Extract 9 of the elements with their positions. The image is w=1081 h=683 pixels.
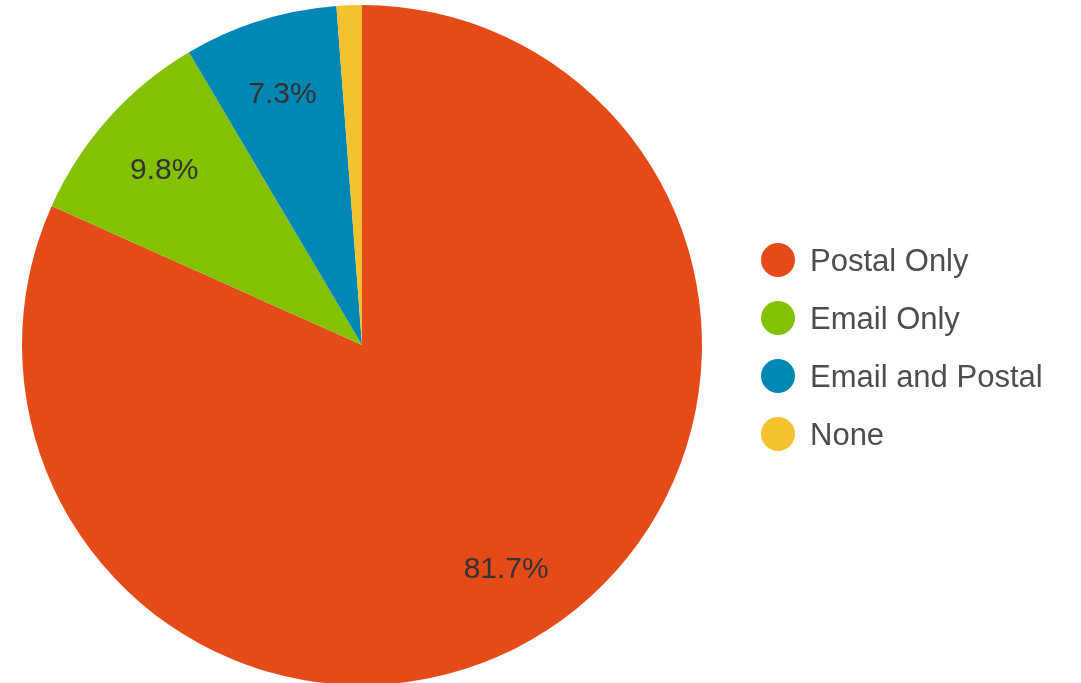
legend-label: Email and Postal bbox=[810, 358, 1043, 394]
pie-slice bbox=[22, 5, 702, 683]
data-label: 9.8% bbox=[129, 151, 199, 185]
data-label: 7.3% bbox=[248, 75, 317, 109]
data-label: 81.7% bbox=[463, 551, 549, 585]
legend-label: None bbox=[810, 416, 885, 452]
legend-label: Postal Only bbox=[810, 242, 970, 278]
pie-slice bbox=[51, 52, 362, 345]
legend-label: Email Only bbox=[810, 300, 961, 336]
